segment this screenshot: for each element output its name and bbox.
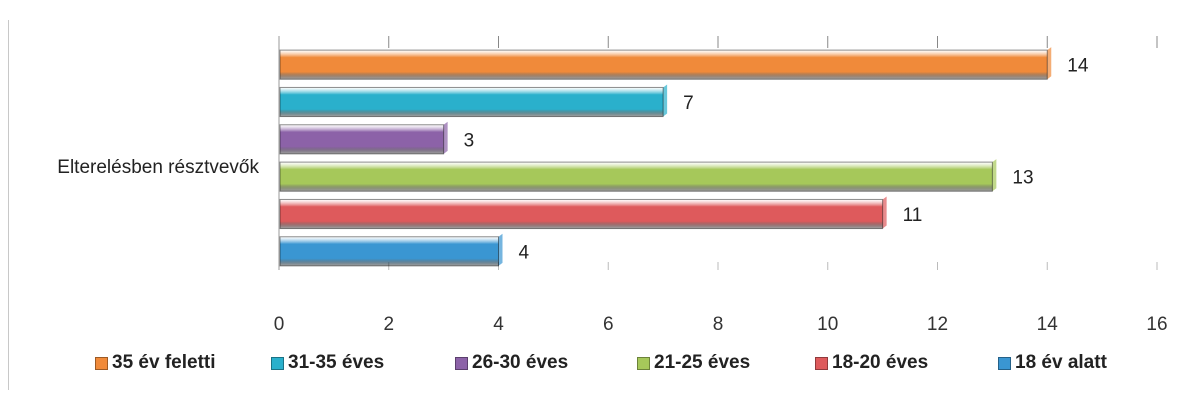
chart-legend: 35 év feletti 31-35 éves 26-30 éves 21-25 é… [0,352,1187,382]
bar-35-év-feletti [279,47,1052,80]
legend-label: 31-35 éves [288,352,385,373]
data-label: 11 [903,205,923,226]
data-label: 4 [519,242,530,263]
legend-label: 18-20 éves [832,352,929,373]
bar-18-20-éves [279,196,887,230]
data-label: 7 [683,93,694,114]
x-tick-label: 14 [1037,314,1059,335]
bar-chart-plot: 0 2 4 6 8 10 12 14 16 Elterelésben résztvevők 14 7 3… [57,36,1168,335]
legend-swatch [815,356,828,370]
legend-item: 31-35 éves [271,352,384,374]
legend-swatch [95,356,108,370]
x-tick-label: 16 [1146,314,1167,335]
x-tick-label: 12 [927,314,948,335]
x-tick-label: 8 [713,314,724,335]
legend-label: 18 év alatt [1015,352,1107,373]
x-tick-label: 0 [274,314,285,335]
legend-swatch [998,356,1011,370]
legend-item: 18 év alatt [998,352,1107,374]
bar-26-30-éves [279,121,448,155]
x-tick-label: 10 [817,314,838,335]
legend-item: 18-20 éves [815,352,928,374]
legend-item: 26-30 éves [455,352,568,374]
legend-swatch [271,356,284,370]
x-tick-label: 4 [493,314,504,335]
legend-label: 21-25 éves [654,352,751,373]
x-tick-label: 2 [383,314,394,335]
bar-21-25-éves [279,159,997,192]
data-label: 13 [1012,168,1033,189]
legend-label: 35 év feletti [112,352,216,373]
bar-18-év-alatt [279,233,503,267]
left-border-line [8,20,9,390]
data-label: 3 [464,130,475,151]
bar-31-35-éves [279,84,668,118]
category-label: Elterelésben résztvevők [57,157,259,178]
legend-item: 21-25 éves [637,352,750,374]
legend-label: 26-30 éves [472,352,569,373]
legend-swatch [455,356,468,370]
legend-item: 35 év feletti [95,352,216,374]
x-tick-label: 6 [603,314,614,335]
data-label: 14 [1067,56,1089,77]
legend-swatch [637,356,650,370]
